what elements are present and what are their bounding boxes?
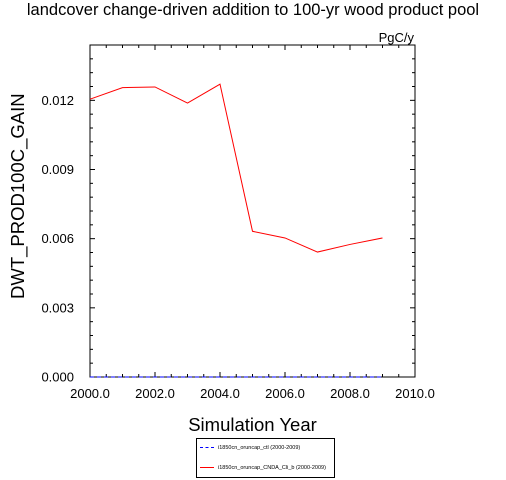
chart-title: landcover change-driven addition to 100-… <box>26 1 480 19</box>
x-axis-label: Simulation Year <box>188 414 317 435</box>
legend-swatch-cnda <box>200 467 214 468</box>
legend-label-cnda: i1850cn_oruncap_CNDA_Cli_b (2000-2009) <box>218 465 326 471</box>
y-tick-label: 0.000 <box>41 370 74 385</box>
y-tick-label: 0.006 <box>41 231 74 246</box>
y-tick-label: 0.012 <box>41 93 74 108</box>
legend-item-cnda: i1850cn_oruncap_CNDA_Cli_b (2000-2009) <box>197 462 334 474</box>
legend-item-ctl: i1850cn_oruncap_ctl (2000-2009) <box>197 442 334 454</box>
legend-swatch-ctl <box>200 447 214 448</box>
series-line-1 <box>89 83 383 253</box>
legend-label-ctl: i1850cn_oruncap_ctl (2000-2009) <box>218 445 301 451</box>
x-tick-label: 2008.0 <box>330 386 370 401</box>
plot-frame <box>89 44 416 378</box>
x-tick-label: 2004.0 <box>200 386 240 401</box>
units-label: PgC/y <box>378 30 414 45</box>
legend: i1850cn_oruncap_ctl (2000-2009) i1850cn_… <box>196 438 335 478</box>
y-tick-label: 0.003 <box>41 300 74 315</box>
x-tick-label: 2002.0 <box>135 386 175 401</box>
x-tick-label: 2010.0 <box>395 386 435 401</box>
y-tick-label: 0.009 <box>41 162 74 177</box>
x-tick-label: 2006.0 <box>265 386 305 401</box>
x-tick-label: 2000.0 <box>70 386 110 401</box>
